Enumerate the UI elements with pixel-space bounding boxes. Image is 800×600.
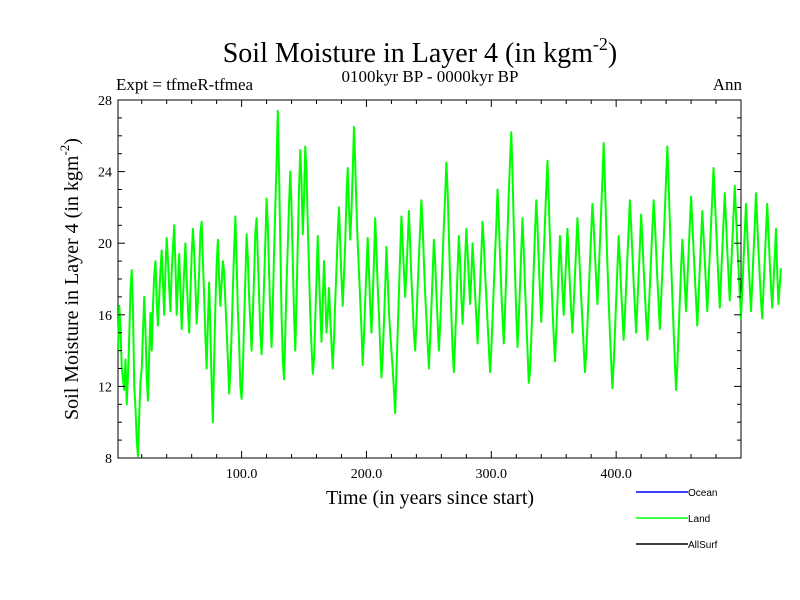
series-line-land	[117, 109, 782, 458]
y-axis-label: Soil Moisture in Layer 4 (in kgm-2)	[57, 138, 83, 420]
x-axis-label: Time (in years since start)	[326, 487, 534, 509]
y-tick-label: 12	[98, 380, 112, 395]
x-tick-label: 200.0	[351, 467, 383, 482]
y-tick-label: 28	[98, 94, 112, 109]
legend-label-allsurf: AllSurf	[688, 540, 718, 551]
y-tick-label: 8	[105, 452, 112, 467]
chart-title: Soil Moisture in Layer 4 (in kgm-2)	[223, 34, 618, 69]
chart-subtitle: 0100kyr BP - 0000kyr BP	[342, 67, 519, 86]
x-tick-label: 400.0	[600, 467, 632, 482]
y-tick-label: 24	[98, 166, 112, 181]
legend-label-ocean: Ocean	[688, 488, 717, 499]
legend: Ocean Land AllSurf	[636, 488, 718, 551]
season-label: Ann	[713, 75, 743, 94]
y-tick-label: 16	[98, 309, 112, 324]
x-tick-label: 100.0	[226, 467, 258, 482]
y-tick-label: 20	[98, 237, 112, 252]
legend-label-land: Land	[688, 514, 710, 525]
plot-area: 8 12 16 20 24 28 100.0 200.0 300.0 400.0	[98, 94, 782, 482]
expt-label: Expt = tfmeR-tfmea	[116, 75, 254, 94]
x-tick-label: 300.0	[476, 467, 508, 482]
